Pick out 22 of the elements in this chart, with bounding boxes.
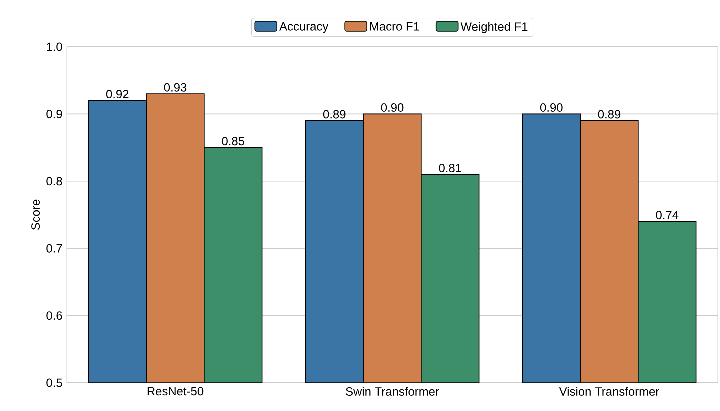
data-label: 0.90 bbox=[540, 104, 563, 112]
data-label: 0.74 bbox=[656, 211, 679, 220]
y-tick-label: 1.0 bbox=[47, 42, 62, 52]
y-tick-label: 0.8 bbox=[46, 177, 62, 186]
data-label: 0.85 bbox=[222, 137, 244, 146]
y-tick-label: 0.9 bbox=[46, 110, 62, 118]
y-axis-title: Score bbox=[32, 200, 40, 230]
y-tick-label: 0.7 bbox=[46, 244, 62, 253]
data-label: 0.92 bbox=[106, 90, 129, 99]
data-label: 0.81 bbox=[439, 164, 462, 172]
data-label: 0.89 bbox=[598, 110, 621, 119]
legend-label: Weighted F1 bbox=[460, 22, 528, 34]
x-tick-label: Swin Transformer bbox=[346, 387, 440, 396]
legend-label: Accuracy bbox=[280, 22, 329, 34]
x-tick-label: ResNet-50 bbox=[148, 387, 204, 396]
y-tick-label: 0.6 bbox=[46, 312, 62, 320]
legend-label: Macro F1 bbox=[370, 22, 420, 31]
data-label: 0.89 bbox=[323, 110, 346, 119]
data-label: 0.93 bbox=[164, 83, 187, 92]
data-label: 0.90 bbox=[381, 104, 404, 112]
y-tick-label: 0.5 bbox=[46, 378, 62, 388]
x-tick-label: Vision Transformer bbox=[559, 387, 660, 396]
